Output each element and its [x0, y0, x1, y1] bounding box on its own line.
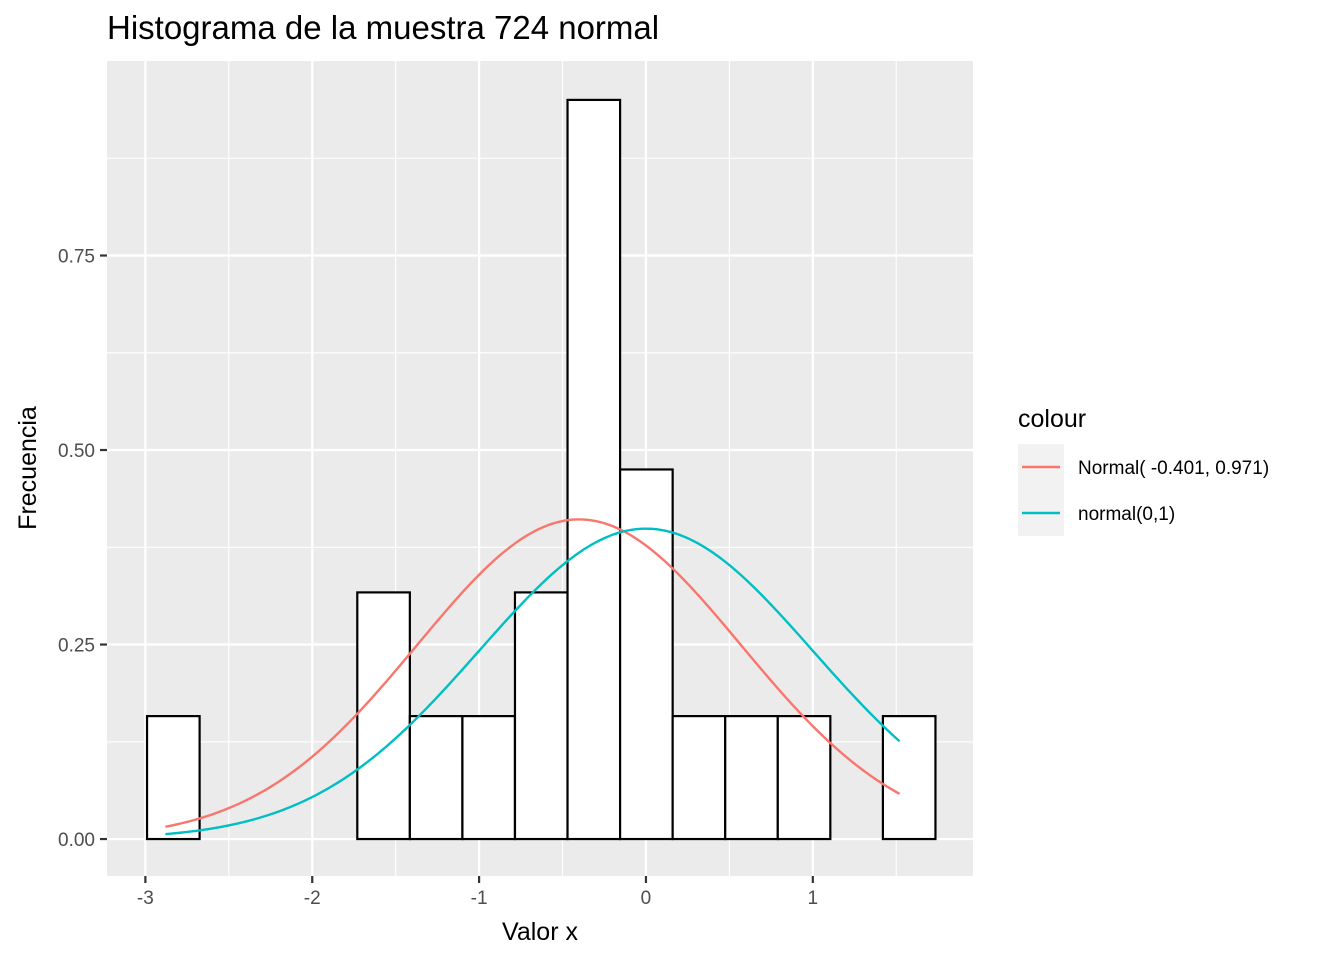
x-axis-title: Valor x	[502, 918, 578, 946]
density-curve	[165, 527, 901, 836]
histogram-bar	[671, 715, 727, 841]
legend-label: Normal( -0.401, 0.971)	[1078, 458, 1269, 479]
y-tick-label: 0.50	[58, 441, 95, 462]
histogram-bar	[618, 468, 674, 841]
legend-items: Normal( -0.401, 0.971) normal(0,1)	[1022, 458, 1269, 525]
legend-title: colour	[1018, 405, 1086, 433]
chart-title: Histograma de la muestra 724 normal	[107, 9, 659, 46]
x-tick-label: 0	[641, 888, 652, 909]
legend-key-background	[1018, 444, 1064, 536]
legend: colour Normal( -0.401, 0.971) normal(0,1)	[1018, 405, 1269, 536]
y-axis-title: Frecuencia	[14, 406, 42, 530]
histogram-bars	[145, 98, 937, 841]
x-tick-label: -2	[304, 888, 321, 909]
x-tick-label: 1	[808, 888, 819, 909]
histogram-bar	[776, 715, 832, 841]
histogram-bar	[145, 715, 201, 841]
x-tick-label: -3	[137, 888, 154, 909]
histogram-bar	[513, 591, 569, 841]
histogram-bar	[881, 715, 937, 841]
legend-label: normal(0,1)	[1078, 504, 1175, 525]
x-tick-label: -1	[471, 888, 488, 909]
histogram-bar	[356, 591, 411, 841]
y-axis: 0.00 0.25 0.50 0.75	[58, 247, 107, 851]
density-curves	[165, 518, 901, 836]
y-tick-label: 0.25	[58, 636, 95, 657]
y-tick-label: 0.00	[58, 830, 95, 851]
y-tick-label: 0.75	[58, 247, 95, 268]
histogram-bar	[408, 715, 464, 841]
histogram-bar	[461, 715, 517, 841]
histogram-bar	[724, 715, 779, 841]
histogram-bar	[566, 98, 622, 841]
density-curve	[165, 518, 901, 828]
x-axis: -3 -2 -1 0 1	[137, 876, 818, 909]
